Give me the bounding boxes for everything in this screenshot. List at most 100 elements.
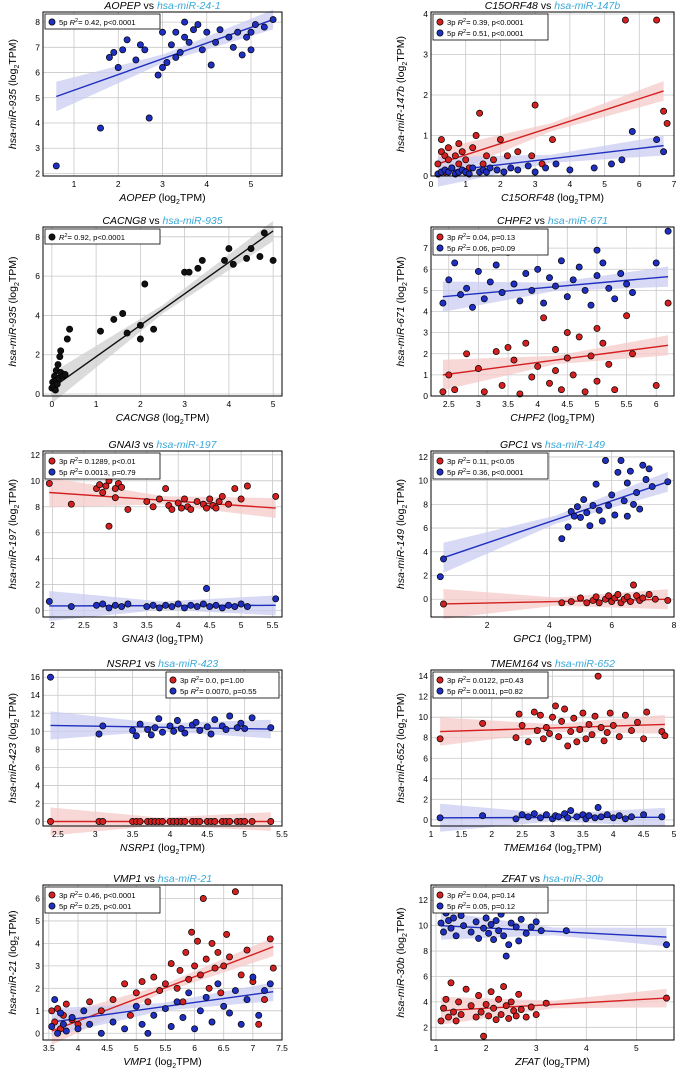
- data-point-3p: [48, 1007, 56, 1015]
- data-point-3p: [45, 479, 53, 487]
- title-mirna: hsa-miR-149: [545, 439, 605, 451]
- data-point-all: [123, 329, 131, 337]
- data-point-3p: [452, 1017, 460, 1025]
- data-point-5p: [486, 164, 494, 172]
- data-point-5p: [614, 468, 622, 476]
- data-point-3p: [626, 598, 634, 606]
- data-point-3p: [159, 818, 166, 825]
- data-point-3p: [652, 381, 660, 389]
- data-point-3p: [611, 386, 619, 394]
- data-point-5p: [74, 1025, 82, 1033]
- data-point-3p: [605, 360, 613, 368]
- confidence-band-5p: [50, 711, 271, 740]
- data-point-3p: [482, 1000, 490, 1008]
- data-point-3p: [462, 156, 470, 164]
- data-point-3p: [469, 144, 477, 152]
- data-point-5p: [495, 927, 503, 935]
- x-label-gene: GPC1: [513, 633, 542, 645]
- data-point-5p: [524, 813, 532, 821]
- data-point-3p: [594, 672, 602, 680]
- data-point-5p: [105, 604, 113, 612]
- x-axis-label: GNAI3 (log2TPM): [122, 633, 204, 647]
- data-point-all: [97, 327, 104, 335]
- x-tick-label: 4: [535, 399, 540, 409]
- legend-r: R: [458, 457, 464, 466]
- x-axis-label: CHPF2 (log2TPM): [510, 412, 594, 426]
- data-point-3p: [480, 1032, 488, 1040]
- legend-r: R: [458, 468, 464, 477]
- y-tick-label: 0: [35, 1028, 40, 1038]
- data-point-5p: [243, 603, 251, 611]
- data-point-3p: [515, 990, 523, 998]
- chart-panel-chpf2: 2.5 3 3.5 4 4.5 5 5.5 6 0 1 2 3 4 5 6 7 CHPF2 vs hsa-miR…: [395, 215, 675, 426]
- legend-label: 5p: [447, 468, 458, 477]
- legend-sup: 2: [463, 902, 466, 908]
- data-point-all: [54, 361, 62, 369]
- data-point-3p: [202, 955, 210, 963]
- legend-r: R: [70, 18, 76, 27]
- data-point-3p: [609, 721, 617, 729]
- data-point-5p: [480, 295, 488, 303]
- x-label-sub: 2: [176, 199, 180, 206]
- data-point-5p: [487, 920, 495, 928]
- y-tick-label: 2: [423, 1022, 428, 1032]
- data-point-3p: [479, 719, 487, 727]
- legend-stat: = 0.42, p<0.0001: [78, 18, 135, 27]
- data-point-all: [53, 380, 61, 388]
- data-point-5p: [653, 136, 661, 144]
- data-point-5p: [507, 164, 515, 172]
- data-point-5p: [144, 1029, 152, 1037]
- data-point-5p: [159, 64, 166, 71]
- x-tick-label: 1: [72, 179, 77, 189]
- title-gene: VMP1: [113, 873, 142, 885]
- legend-stat: = 0.51, p<0.0001: [466, 29, 523, 38]
- data-point-3p: [144, 998, 152, 1006]
- data-point-5p: [522, 270, 530, 277]
- legend-marker-5p: [436, 244, 444, 252]
- data-point-5p: [469, 303, 476, 311]
- x-tick-label: 8: [672, 620, 677, 630]
- y-label-mirna: hsa-miR-21: [7, 960, 19, 1014]
- data-point-5p: [144, 726, 152, 733]
- x-tick-label: 2: [489, 829, 494, 839]
- data-point-5p: [196, 726, 204, 734]
- x-tick-label: 6: [609, 620, 614, 630]
- data-point-all: [185, 268, 193, 276]
- y-label-mirna: hsa-miR-935: [7, 89, 19, 149]
- confidence-band-all: [51, 220, 274, 404]
- data-point-3p: [472, 132, 480, 139]
- legend-marker-3p: [436, 676, 444, 684]
- data-point-3p: [531, 101, 539, 109]
- x-tick-label: 4: [611, 829, 616, 839]
- y-tick-label: 4: [35, 310, 40, 320]
- data-point-3p: [557, 386, 565, 394]
- data-point-3p: [549, 713, 556, 721]
- y-tick-label: 3: [35, 143, 40, 153]
- title-mirna: hsa-miR-147b: [554, 0, 620, 12]
- data-point-5p: [191, 1025, 199, 1033]
- y-tick-label: 8: [423, 499, 428, 509]
- data-point-3p: [497, 1011, 505, 1019]
- y-tick-label: 7: [423, 243, 428, 253]
- data-point-5p: [480, 924, 488, 932]
- data-point-3p: [505, 1014, 513, 1022]
- data-point-5p: [214, 980, 222, 988]
- data-point-3p: [237, 495, 245, 503]
- data-point-3p: [136, 818, 144, 825]
- data-point-3p: [155, 495, 163, 503]
- data-point-5p: [237, 719, 245, 727]
- data-point-5p: [563, 293, 571, 301]
- data-point-3p: [179, 998, 187, 1006]
- chart-panel-vmp1: 3.5 4 4.5 5 5.5 6 6.5 7 7.5 0 1 2 3 4 5 6 VMP1 vs hsa-mi…: [7, 873, 288, 1070]
- data-point-5p: [595, 506, 603, 514]
- data-point-3p: [534, 362, 542, 370]
- title-mirna: hsa-miR-21: [158, 873, 212, 885]
- title-gene: GPC1: [500, 439, 529, 451]
- legend-box: [432, 228, 549, 256]
- data-point-5p: [202, 993, 210, 1001]
- data-point-3p: [126, 1011, 134, 1019]
- y-label-sub: 2: [14, 719, 21, 723]
- data-point-3p: [575, 333, 583, 341]
- x-label-log: (log: [545, 412, 566, 424]
